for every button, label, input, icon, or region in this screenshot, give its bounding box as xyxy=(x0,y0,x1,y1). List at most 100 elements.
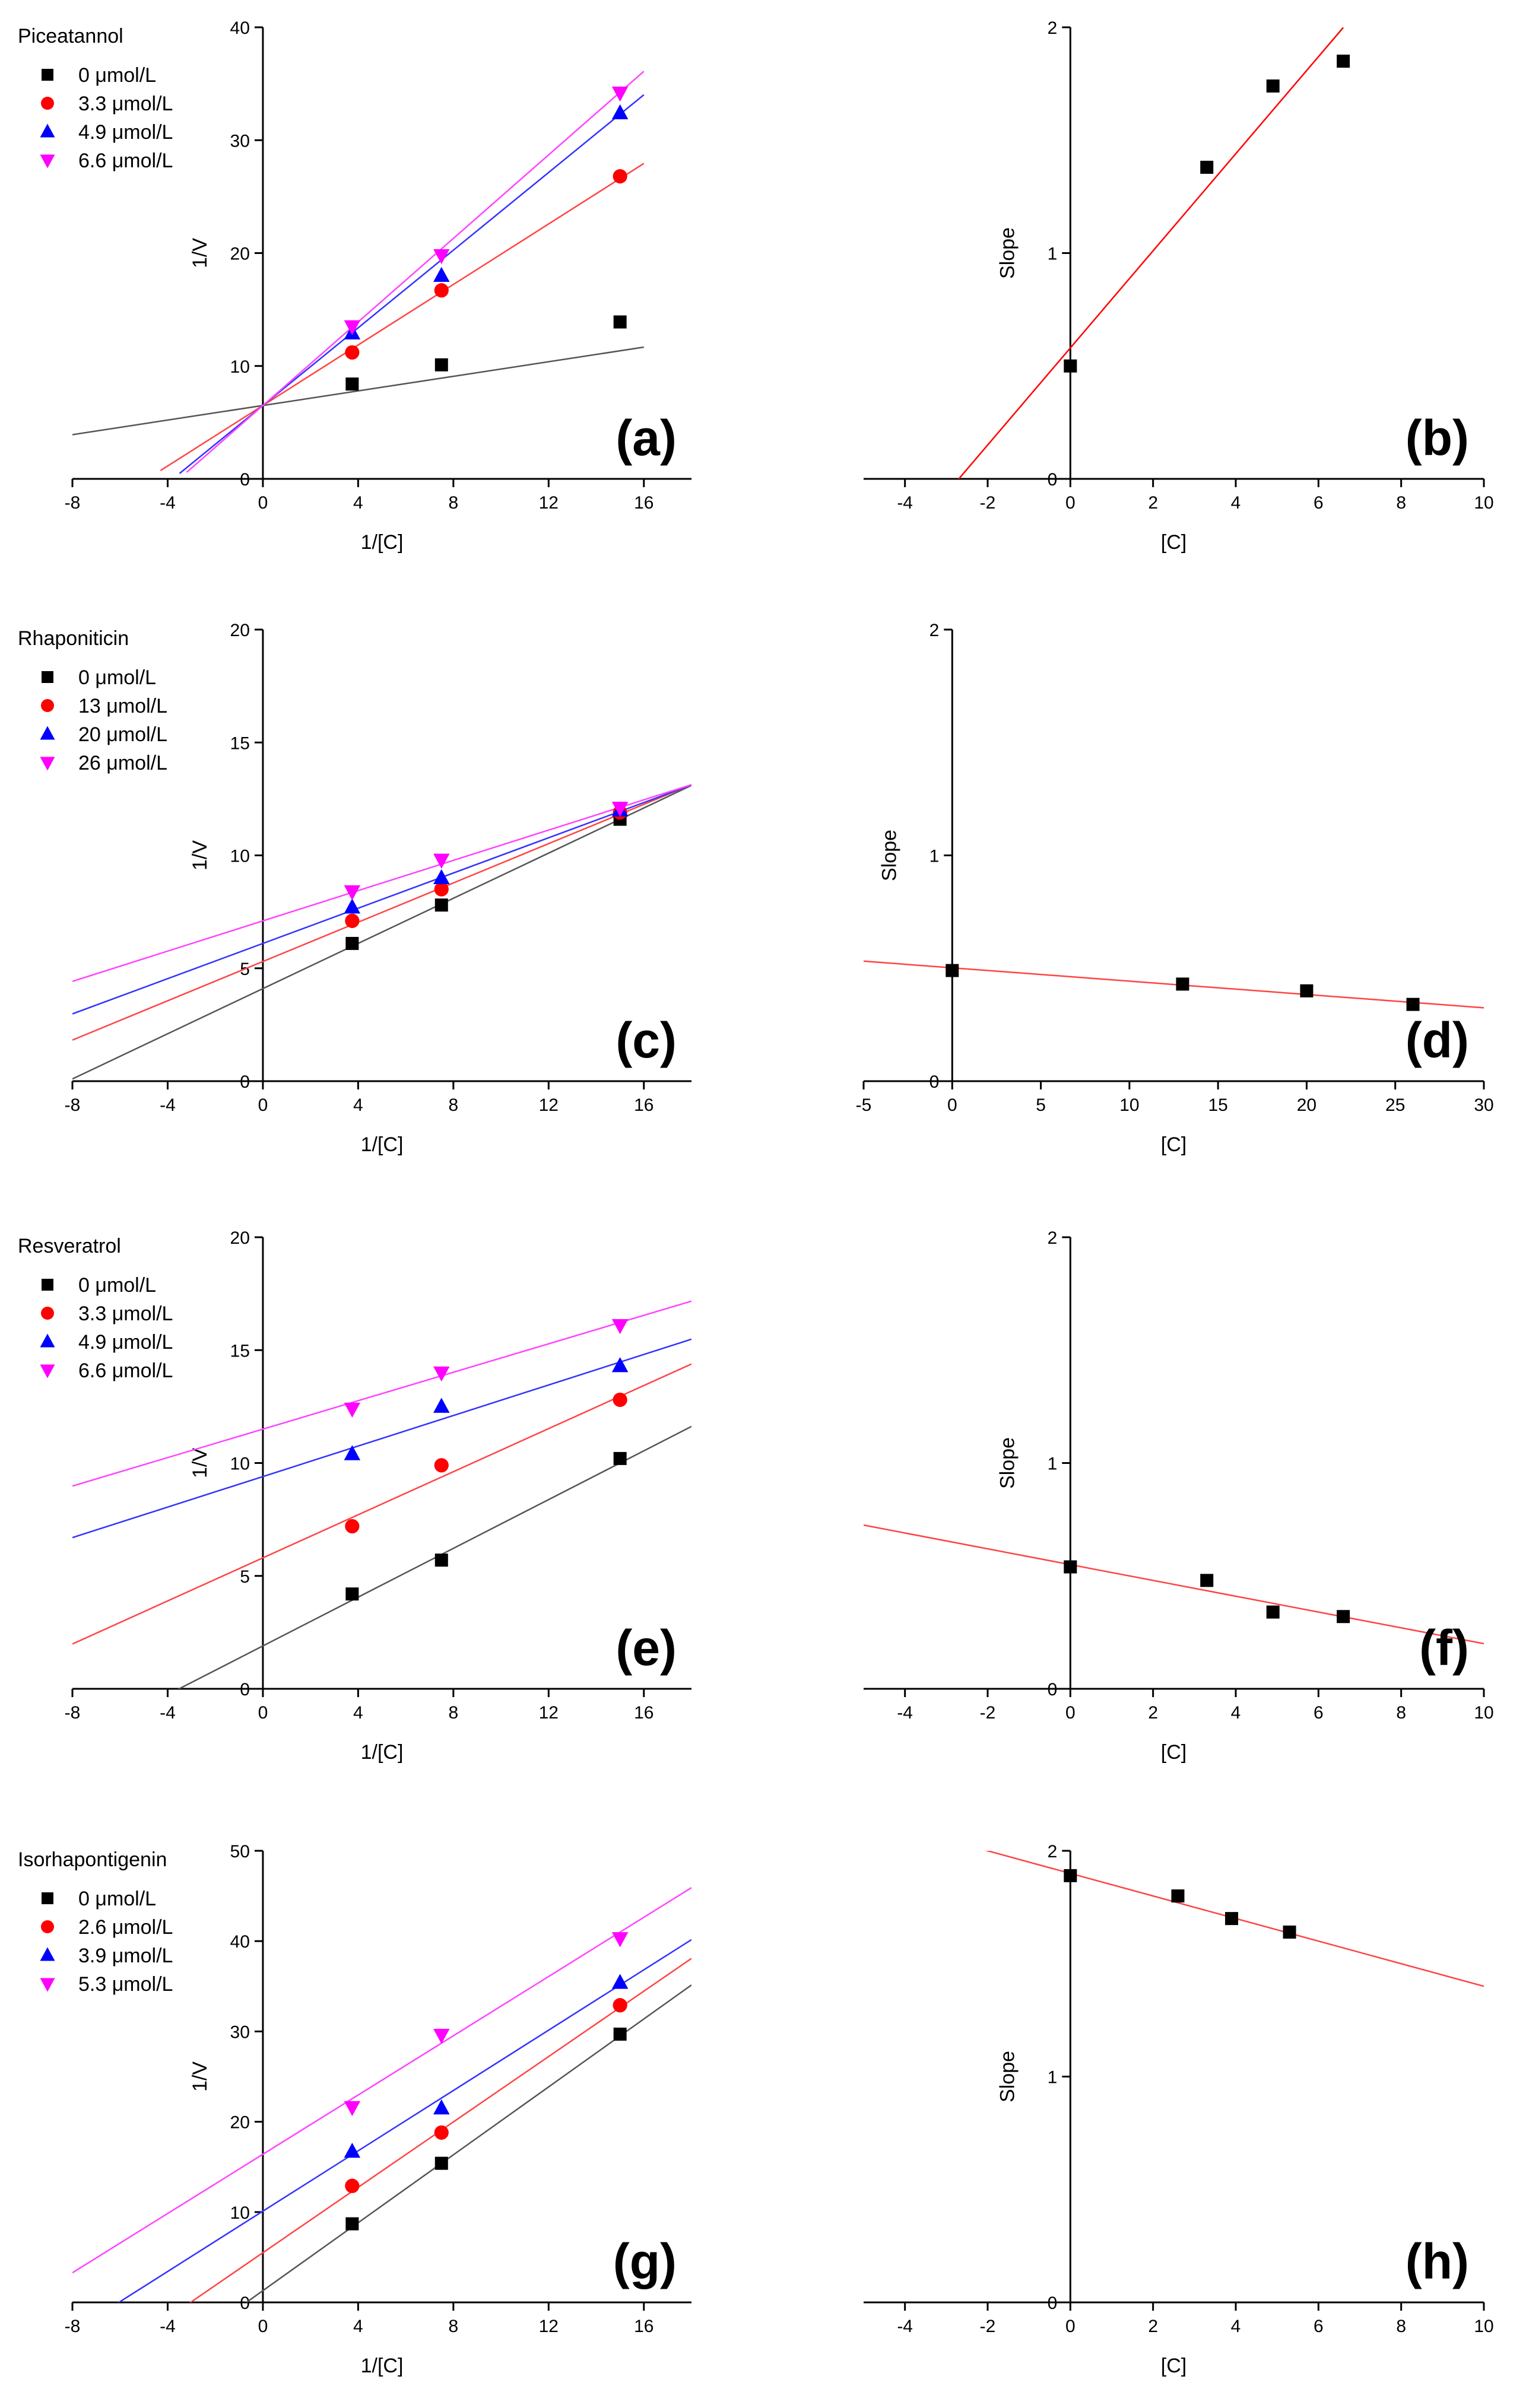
data-point xyxy=(434,2125,449,2140)
fit-line-4 xyxy=(72,784,691,983)
y-axis-label: 1/V xyxy=(189,238,211,268)
y-axis-label: Slope xyxy=(996,227,1019,279)
data-point xyxy=(1266,1605,1280,1619)
data-point xyxy=(611,1932,629,1948)
x-tick-label: 25 xyxy=(1385,1095,1405,1115)
y-tick-label: 40 xyxy=(230,18,250,38)
legend-label: 0 μmol/L xyxy=(78,64,156,87)
legend-title: Resveratrol xyxy=(18,1235,121,1257)
fit-line-2 xyxy=(160,163,645,472)
chart-panel-d: -5 0 5 10 15 20 25 30 0 1 2 [C] Slope (d) xyxy=(856,621,1494,1156)
y-tick-label: 1 xyxy=(1048,2068,1058,2088)
legend-marker xyxy=(42,671,53,683)
y-tick-label: 10 xyxy=(230,2203,250,2223)
y-tick-label: 2 xyxy=(1048,18,1058,38)
y-tick-label: 50 xyxy=(230,1842,250,1861)
data-point xyxy=(434,2156,448,2170)
legend-marker xyxy=(42,69,53,81)
legend-label: 6.6 μmol/L xyxy=(78,150,173,172)
y-axis-label: 1/V xyxy=(189,1448,211,1478)
data-point xyxy=(611,1319,629,1335)
data-point xyxy=(613,1392,627,1408)
y-tick-label: 10 xyxy=(230,357,250,377)
legend-marker xyxy=(40,757,55,771)
panel-label: (e) xyxy=(616,1620,677,1676)
legend-marker xyxy=(41,1920,54,1933)
x-tick-label: 15 xyxy=(1208,1095,1227,1115)
x-tick-label: 0 xyxy=(258,493,268,513)
y-tick-label: 0 xyxy=(929,1072,940,1092)
x-axis-label: [C] xyxy=(1161,1133,1186,1156)
data-point xyxy=(613,2027,627,2041)
data-point xyxy=(434,283,449,298)
x-axis-label: 1/[C] xyxy=(361,531,404,554)
fit-line-1 xyxy=(864,960,1484,1009)
legend-title: Rhaponiticin xyxy=(18,627,129,650)
data-point xyxy=(613,169,627,184)
x-tick-label: 12 xyxy=(539,493,559,513)
data-point xyxy=(434,358,448,371)
x-tick-label: 0 xyxy=(947,1095,957,1115)
x-tick-label: -4 xyxy=(160,2317,176,2336)
x-axis-label: [C] xyxy=(1161,1741,1186,1764)
data-point xyxy=(1337,1610,1350,1624)
x-tick-label: 0 xyxy=(1065,493,1076,513)
legend-marker xyxy=(42,1892,53,1904)
legend-marker xyxy=(40,154,55,169)
fit-line-4 xyxy=(72,1887,691,2274)
data-point xyxy=(345,345,360,360)
data-point xyxy=(611,104,629,120)
panel-label: (h) xyxy=(1406,2234,1469,2289)
legend-label: 13 μmol/L xyxy=(78,695,167,717)
y-tick-label: 2 xyxy=(1048,1842,1058,1861)
x-tick-label: 0 xyxy=(258,1703,268,1723)
y-tick-label: 40 xyxy=(230,1932,250,1952)
x-tick-label: 4 xyxy=(353,1095,363,1115)
x-tick-label: 8 xyxy=(1396,493,1406,513)
panel-label: (b) xyxy=(1406,410,1469,466)
x-tick-label: 4 xyxy=(353,493,363,513)
data-point xyxy=(613,1998,627,2013)
x-tick-label: 0 xyxy=(1065,1703,1076,1723)
data-point xyxy=(434,882,449,897)
fit-line-2 xyxy=(72,784,691,1041)
y-tick-label: 20 xyxy=(230,2113,250,2133)
legend-title: Isorhapontigenin xyxy=(18,1848,167,1871)
data-point xyxy=(1064,359,1077,373)
x-tick-label: -4 xyxy=(160,1703,176,1723)
x-tick-label: 10 xyxy=(1474,2317,1493,2336)
x-axis-label: [C] xyxy=(1161,2355,1186,2377)
x-axis-label: 1/[C] xyxy=(361,1133,404,1156)
data-point xyxy=(345,936,359,950)
y-tick-label: 20 xyxy=(230,621,250,640)
x-tick-label: 10 xyxy=(1119,1095,1139,1115)
x-tick-label: -8 xyxy=(65,1095,81,1115)
data-point xyxy=(344,1402,361,1418)
x-tick-label: 4 xyxy=(1231,1703,1241,1723)
data-point xyxy=(434,1458,449,1473)
y-tick-label: 0 xyxy=(1048,1680,1058,1699)
data-point xyxy=(611,802,629,817)
y-axis-label: 1/V xyxy=(189,2061,211,2092)
data-point xyxy=(613,1451,627,1465)
data-point xyxy=(433,2029,450,2044)
fit-line-4 xyxy=(72,1300,691,1487)
legend-label: 0 μmol/L xyxy=(78,1274,156,1297)
data-point xyxy=(1406,997,1420,1011)
x-tick-label: 12 xyxy=(539,1703,559,1723)
data-point xyxy=(434,898,448,912)
fit-line-3 xyxy=(72,1338,691,1539)
y-tick-label: 30 xyxy=(230,2022,250,2042)
y-tick-label: 20 xyxy=(230,244,250,264)
x-tick-label: -8 xyxy=(65,493,81,513)
data-point xyxy=(1064,1560,1077,1574)
data-point xyxy=(344,898,361,914)
y-tick-label: 0 xyxy=(240,1072,250,1092)
x-tick-label: 5 xyxy=(1036,1095,1046,1115)
data-point xyxy=(433,266,450,282)
data-point xyxy=(946,964,959,977)
legend-marker xyxy=(40,1978,55,1992)
x-axis-label: 1/[C] xyxy=(361,1741,404,1764)
